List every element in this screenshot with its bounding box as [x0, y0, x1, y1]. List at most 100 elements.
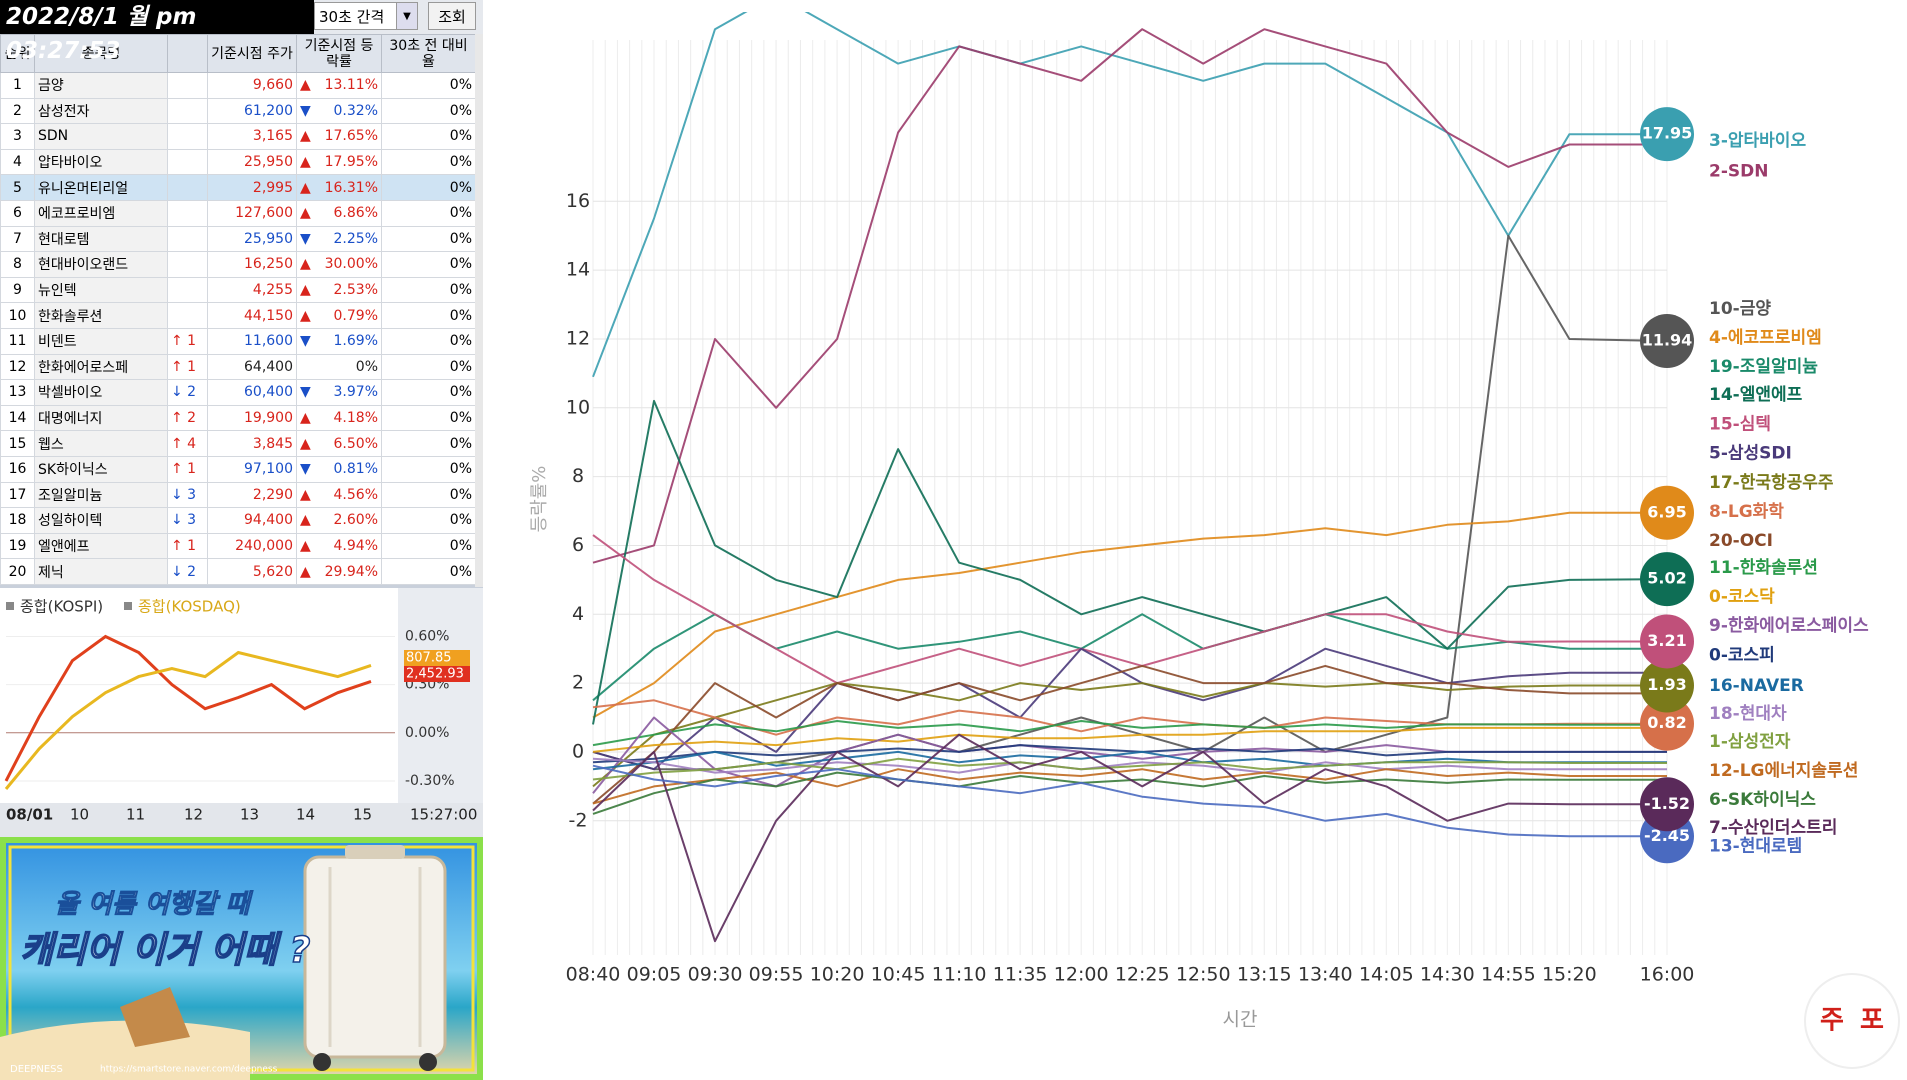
change-cell	[167, 302, 208, 329]
scrollbar[interactable]	[475, 34, 483, 587]
price-box	[404, 650, 470, 666]
ad-brand: DEEPNESS	[10, 1064, 63, 1075]
y-axis-label: 등락률%	[529, 466, 550, 533]
price-cell: 16,250	[207, 251, 297, 278]
rate-cell: ▲ 13.11%	[296, 72, 382, 99]
rate-cell: ▲ 0.79%	[296, 302, 382, 329]
rate: 1.69%	[333, 333, 378, 350]
price-cell: 97,100	[207, 455, 297, 483]
rate: 6.86%	[333, 205, 378, 222]
prev-rate: 0%	[449, 358, 472, 375]
series-line	[592, 726, 1667, 753]
price-box	[404, 666, 470, 682]
direction: ▲	[300, 435, 311, 452]
rank: 7	[13, 230, 22, 247]
prev-cell: 0%	[381, 148, 476, 176]
legend-label: 17-한국항공우주	[1709, 472, 1834, 493]
prev-rate: 0%	[449, 230, 472, 247]
prev-rate: 0%	[449, 205, 472, 222]
ad-url: https://smartstore.naver.com/deepness	[100, 1065, 278, 1075]
end-bubble-label: 0.82	[1647, 713, 1686, 732]
price: 16,250	[244, 256, 293, 273]
change-cell	[167, 123, 208, 150]
beach-chair	[120, 987, 190, 1047]
x-tick-label: 12	[184, 806, 203, 824]
interval-select[interactable]: 30초 간격 ▼	[314, 2, 418, 30]
direction: ▲	[300, 537, 311, 554]
end-bubble-label: -2.45	[1644, 826, 1690, 845]
y-tick-label: 0.00%	[405, 725, 449, 741]
legend-label: 15-심텍	[1709, 414, 1771, 434]
series-line	[592, 744, 1667, 764]
suitcase-handle	[345, 845, 405, 859]
y-tick-label: -2	[569, 809, 588, 831]
price: 94,400	[244, 512, 293, 529]
name-cell: 삼성전자	[34, 97, 168, 125]
query-button[interactable]: 조회	[428, 2, 476, 30]
legend-label: 10-금양	[1709, 299, 1771, 319]
direction: ▲	[300, 410, 311, 427]
direction: ▲	[300, 179, 311, 196]
x-tick-label: 11:35	[993, 964, 1048, 986]
legend-label: 18-현대차	[1709, 704, 1787, 724]
direction: ▼	[300, 461, 311, 478]
rank-change: ↓ 3	[171, 486, 197, 503]
change-cell: ↓ 2	[167, 558, 208, 585]
name-cell: 조일알미늄	[34, 481, 168, 509]
prev-cell: 0%	[381, 353, 476, 381]
legend-label: 19-조일알미늄	[1709, 357, 1818, 377]
prev-cell: 0%	[381, 174, 476, 201]
direction: ▼	[300, 384, 311, 401]
rate-cell: ▲ 4.56%	[296, 481, 382, 509]
dropdown-arrow[interactable]: ▼	[396, 3, 417, 29]
direction: ▲	[300, 77, 311, 94]
price: 25,950	[244, 154, 293, 171]
end-bubble	[1640, 485, 1694, 540]
rank-cell: 12	[0, 353, 35, 381]
change-cell	[167, 97, 208, 125]
legend-kosdaq: 종합(KOSDAQ)	[138, 598, 241, 616]
rate: 29.94%	[324, 563, 378, 580]
table-row: 6 에코프로비엠 127,600 ▲ 6.86% 0%	[0, 199, 476, 227]
name-cell: 박셀바이오	[34, 379, 168, 406]
x-tick-label: 11:10	[932, 964, 987, 986]
rank-change: ↑ 2	[171, 410, 197, 427]
change-cell: ↑ 4	[167, 430, 208, 457]
series-line	[592, 757, 1667, 781]
rank: 10	[8, 307, 27, 324]
end-bubble-label: 6.95	[1647, 502, 1686, 521]
rank-change: ↑ 4	[171, 435, 197, 452]
y-tick-label: -0.30%	[405, 773, 455, 789]
prev-cell: 0%	[381, 97, 476, 125]
end-bubble-label: -1.52	[1644, 794, 1690, 813]
change-cell: ↑ 1	[167, 353, 208, 381]
series-line	[592, 511, 1667, 719]
rank-cell: 14	[0, 404, 35, 432]
prev-rate: 0%	[449, 410, 472, 427]
y-tick-label: 16	[566, 190, 590, 212]
rank: 4	[13, 154, 22, 171]
rank-cell: 2	[0, 97, 35, 125]
price: 3,845	[252, 435, 293, 452]
change-cell	[167, 174, 208, 201]
price-box-label: 2,452.93	[406, 667, 464, 682]
y-tick-label: 0	[572, 740, 584, 762]
rank-cell: 19	[0, 532, 35, 560]
x-tick-label: 10:20	[810, 964, 865, 986]
table-row: 15 웹스 ↑ 4 3,845 ▲ 6.50% 0%	[0, 430, 476, 457]
x-tick-label: 13:40	[1298, 964, 1353, 986]
legend-label: 9-한화에어로스페이스	[1709, 616, 1869, 636]
legend-kospi: 종합(KOSPI)	[20, 598, 103, 616]
legend-label: 8-LG화학	[1709, 502, 1784, 522]
rank: 11	[8, 333, 27, 350]
legend-label: 5-삼성SDI	[1709, 444, 1792, 464]
col-header: 30초 전 대비율	[381, 34, 476, 73]
wheel	[419, 1053, 437, 1071]
y-tick-label: 14	[566, 259, 590, 281]
ad-banner[interactable]: 올 여름 여행갈 때 캐리어 이거 어때 ? DEEPNESS https://…	[0, 837, 483, 1080]
series-line	[592, 733, 1667, 943]
name-cell: 뉴인텍	[34, 276, 168, 304]
rank: 15	[8, 435, 27, 452]
end-bubble-label: 17.95	[1642, 124, 1693, 143]
logo	[1804, 973, 1900, 1069]
